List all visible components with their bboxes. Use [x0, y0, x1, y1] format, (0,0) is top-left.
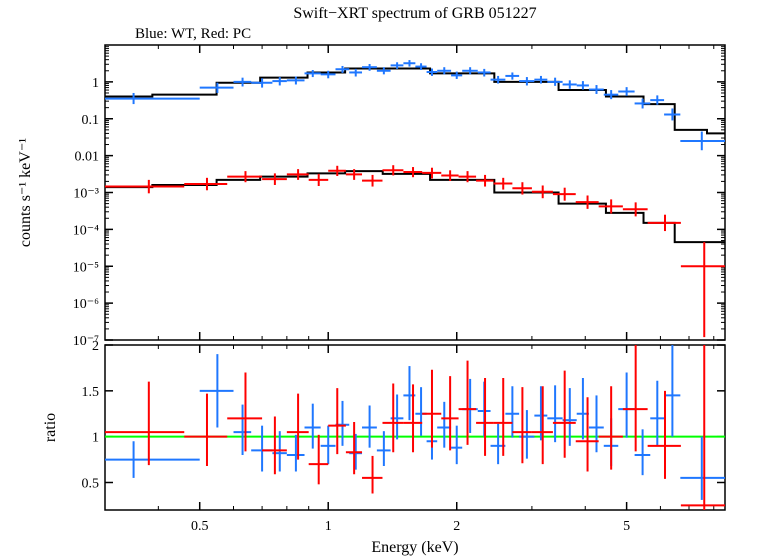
y-top-tick-label: 10⁻⁶	[73, 297, 99, 312]
x-tick-label: 1	[325, 519, 332, 534]
y-top-tick-label: 0.1	[82, 113, 100, 128]
chart-title: Swift−XRT spectrum of GRB 051227	[293, 5, 536, 22]
y-bottom-tick-label: 2	[92, 339, 99, 354]
x-axis-label: Energy (keV)	[371, 539, 458, 556]
y-bottom-axis-label: ratio	[42, 413, 59, 442]
y-top-tick-label: 10⁻⁴	[73, 223, 99, 238]
y-top-axis-label: counts s⁻¹ keV⁻¹	[17, 138, 34, 247]
y-bottom-tick-label: 1.5	[82, 385, 100, 400]
x-tick-label: 5	[623, 519, 630, 534]
y-top-tick-label: 10⁻³	[73, 187, 99, 202]
y-bottom-tick-label: 1	[92, 431, 99, 446]
y-top-tick-label: 10⁻⁵	[73, 260, 99, 275]
chart-subtitle: Blue: WT, Red: PC	[135, 26, 251, 42]
x-tick-label: 2	[453, 519, 460, 534]
x-tick-label: 0.5	[191, 519, 209, 534]
y-top-tick-label: 0.01	[75, 150, 100, 165]
chart-container: Swift−XRT spectrum of GRB 051227 Blue: WT…	[0, 0, 758, 556]
y-bottom-tick-label: 0.5	[82, 477, 100, 492]
y-top-tick-label: 1	[92, 76, 99, 91]
